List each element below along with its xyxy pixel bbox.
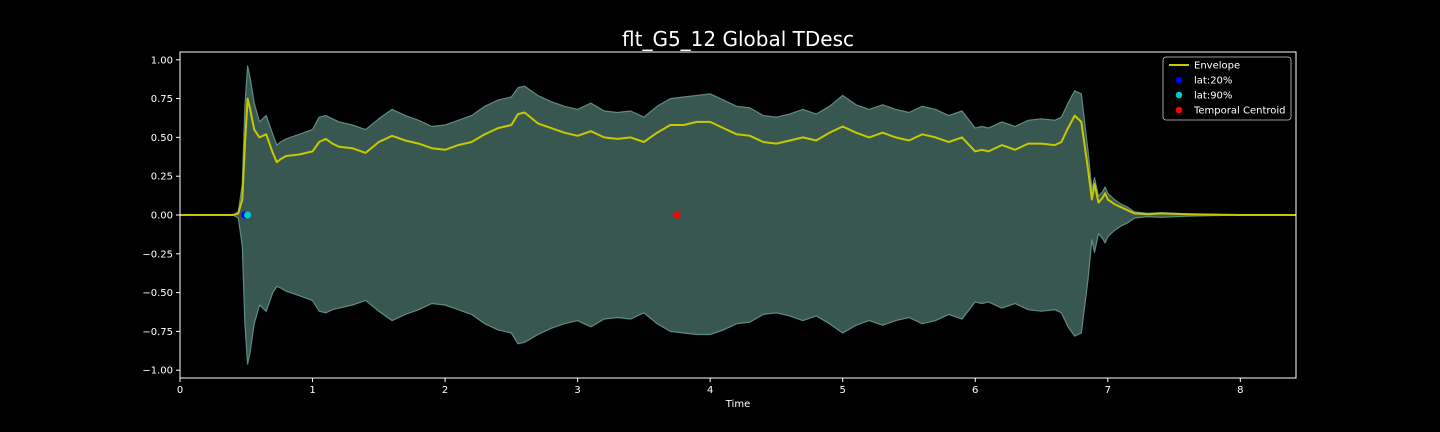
legend-lat90-marker <box>1175 91 1183 99</box>
x-tick-label: 8 <box>1237 385 1243 396</box>
legend-temporal-centroid-label: Temporal Centroid <box>1193 106 1286 117</box>
y-tick-label: −0.25 <box>142 249 173 260</box>
legend-lat20-label: lat:20% <box>1194 76 1232 87</box>
legend-lat90-label: lat:90% <box>1194 91 1232 102</box>
y-tick-label: −0.75 <box>142 327 173 338</box>
x-axis-title: Time <box>725 399 750 410</box>
chart-title: flt_G5_12 Global TDesc <box>622 27 854 51</box>
x-tick-label: 4 <box>707 385 713 396</box>
y-tick-label: −0.50 <box>142 288 173 299</box>
x-tick-label: 0 <box>177 385 183 396</box>
legend-box <box>1162 56 1292 121</box>
legend-temporal-centroid-marker <box>1175 106 1183 114</box>
x-tick-label: 3 <box>574 385 580 396</box>
lat90-point <box>243 211 252 219</box>
legend: Envelope lat:20% lat:90% Temporal Centroid <box>1162 56 1292 121</box>
x-tick-label: 7 <box>1105 385 1111 396</box>
temporal-centroid-point <box>673 211 681 219</box>
legend-envelope-label: Envelope <box>1194 61 1240 72</box>
y-tick-label: −1.00 <box>142 366 173 377</box>
x-tick-label: 6 <box>972 385 978 396</box>
axes: 0 1 2 3 4 5 6 7 8 1.00 0.75 0.50 0.25 0.00 −0.25 −0.50 −… <box>142 51 1297 396</box>
x-tick-label: 1 <box>309 385 315 396</box>
y-tick-label: 0.25 <box>151 172 173 183</box>
legend-lat20-marker <box>1175 76 1183 84</box>
y-tick-label: 0.50 <box>151 133 173 144</box>
envelope-line <box>180 97 1296 216</box>
y-tick-label: 0.75 <box>151 94 173 105</box>
plot-area <box>179 52 1297 378</box>
x-tick-label: 5 <box>840 385 846 396</box>
x-tick-label: 2 <box>442 385 448 396</box>
y-tick-label: 0.00 <box>151 211 173 222</box>
y-tick-label: 1.00 <box>151 55 173 66</box>
